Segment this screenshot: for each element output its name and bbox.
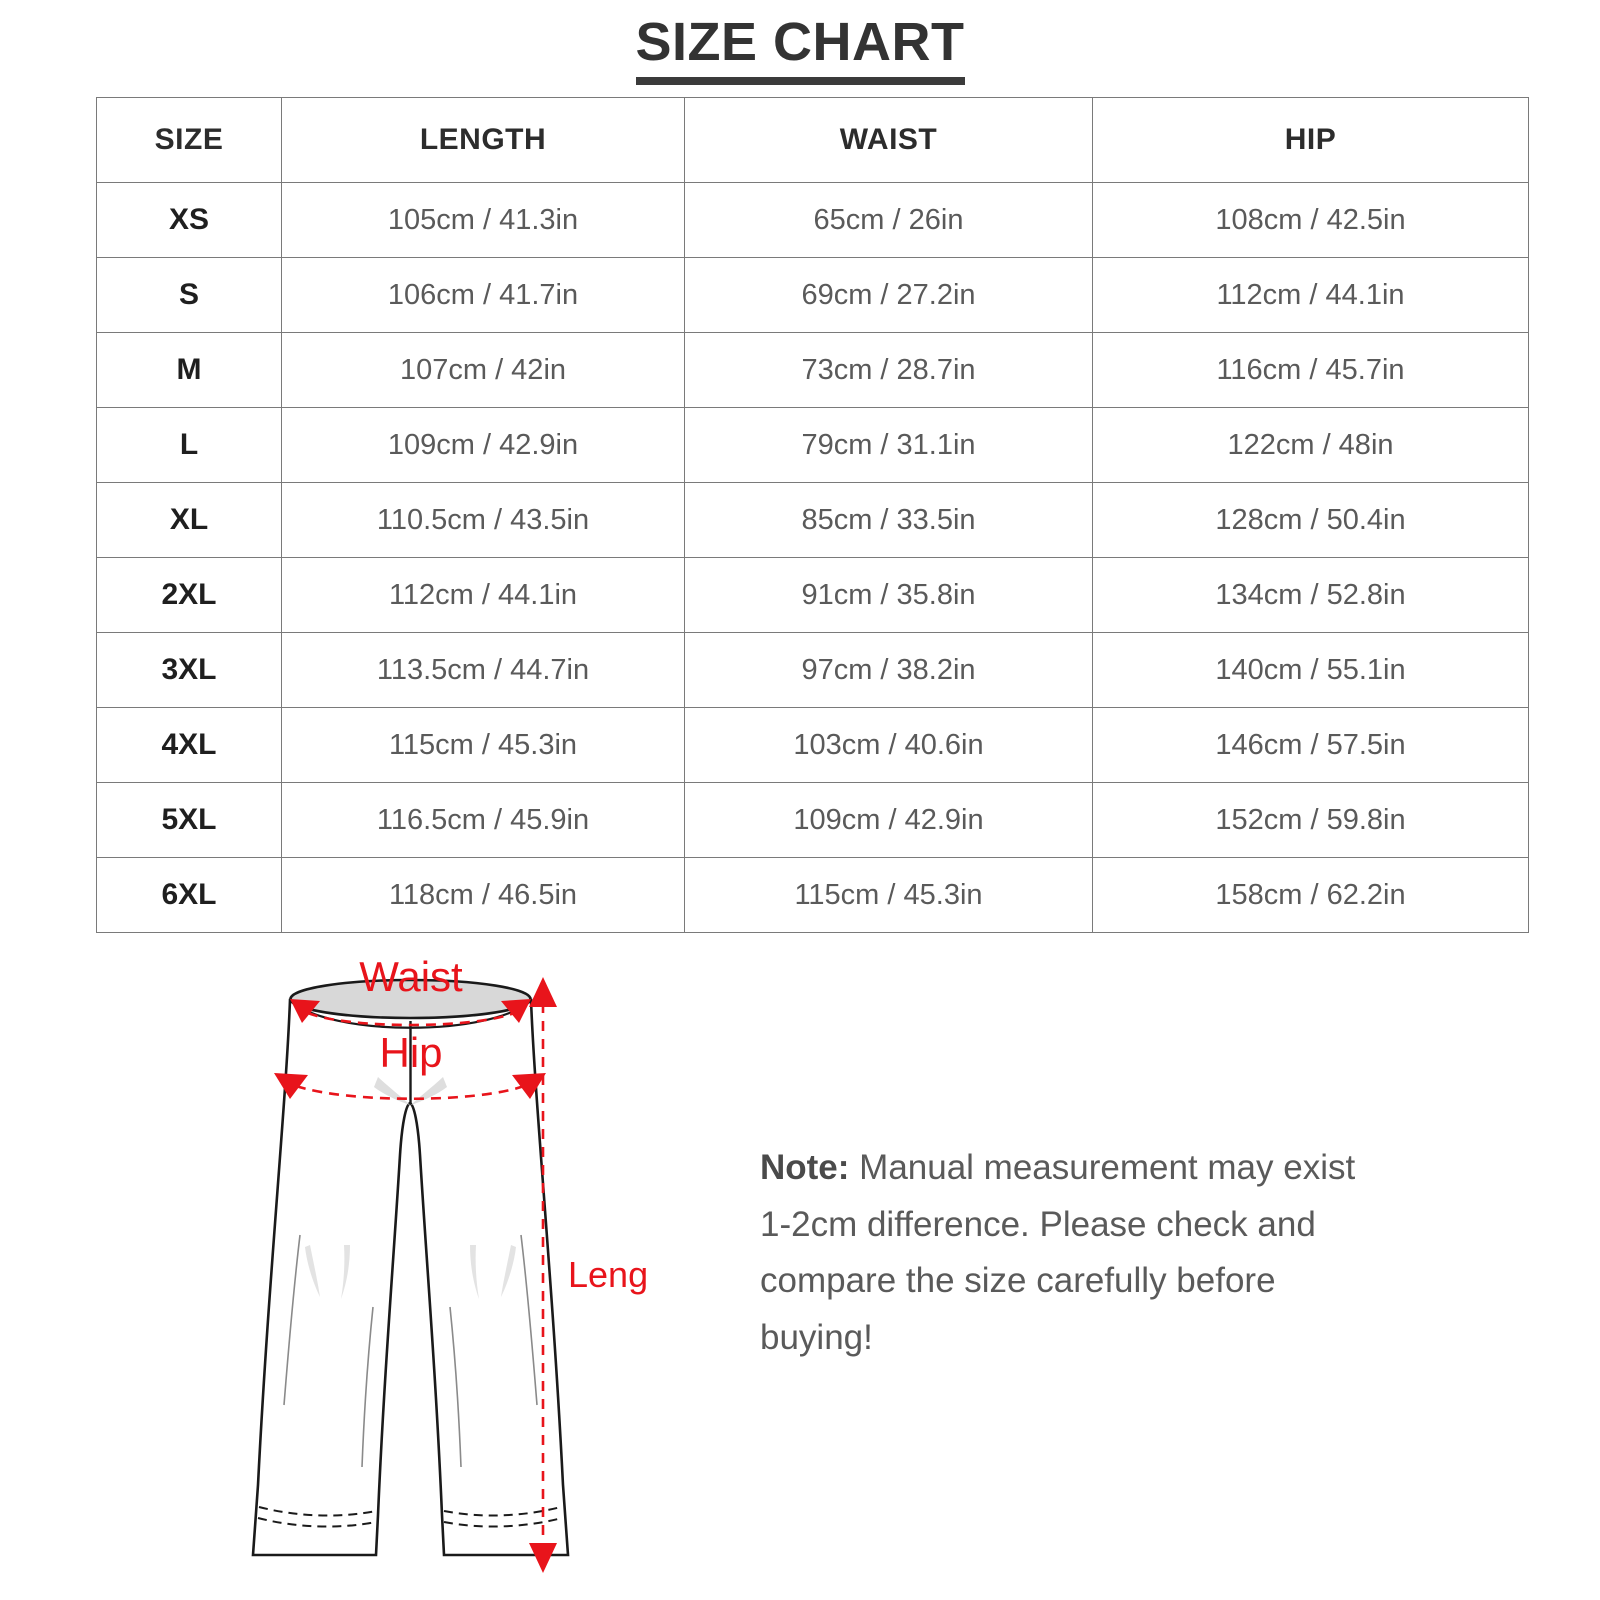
hip-arrow-left xyxy=(274,1073,308,1099)
cell-length: 110.5cm / 43.5in xyxy=(281,482,685,558)
cell-size: XS xyxy=(96,182,282,258)
table-row: XL 110.5cm / 43.5in 85cm / 33.5in 128cm / 5… xyxy=(96,482,1529,558)
cell-length: 113.5cm / 44.7in xyxy=(281,632,685,708)
waist-dashed-line xyxy=(307,1011,515,1027)
hem-stitch-left-1 xyxy=(258,1506,377,1517)
title-block: SIZE CHART xyxy=(0,14,1600,85)
length-measurement-group: Length xyxy=(529,977,648,1573)
waist-arrow-left xyxy=(290,999,320,1023)
table-row: 2XL 112cm / 44.1in 91cm / 35.8in 134cm / 52… xyxy=(96,557,1529,633)
cell-waist: 79cm / 31.1in xyxy=(684,407,1093,483)
note-label: Note: xyxy=(760,1148,850,1187)
hem-stitch-right-1 xyxy=(443,1506,562,1517)
hip-measurement-group: Hip xyxy=(274,1029,546,1101)
cell-hip: 134cm / 52.8in xyxy=(1092,557,1529,633)
cell-waist: 115cm / 45.3in xyxy=(684,857,1093,933)
knee-shade-1 xyxy=(305,1245,320,1297)
knee-shade-3 xyxy=(470,1245,479,1299)
table-row: 6XL 118cm / 46.5in 115cm / 45.3in 158cm / 6… xyxy=(96,857,1529,933)
size-chart-table-body: XS 105cm / 41.3in 65cm / 26in 108cm / 42.5i… xyxy=(96,182,1529,933)
pants-measurement-diagram: Waist Hip Length xyxy=(251,955,648,1573)
size-chart-table-wrapper: SIZE LENGTH WAIST HIP XS 105cm / 41.3in 65… xyxy=(96,97,1529,933)
waistband-ellipse xyxy=(289,978,532,1020)
knee-shade-2 xyxy=(341,1245,350,1299)
cell-hip: 140cm / 55.1in xyxy=(1092,632,1529,708)
cell-waist: 91cm / 35.8in xyxy=(684,557,1093,633)
hem-stitch-right-2 xyxy=(443,1517,563,1528)
table-row: XS 105cm / 41.3in 65cm / 26in 108cm / 42.5i… xyxy=(96,182,1529,258)
table-row: 5XL 116.5cm / 45.9in 109cm / 42.9in 152cm /… xyxy=(96,782,1529,858)
column-header-hip: HIP xyxy=(1092,97,1529,183)
waist-measurement-group: Waist xyxy=(290,955,531,1027)
cell-length: 107cm / 42in xyxy=(281,332,685,408)
figure-area: Waist Hip Length Note: Manual measuremen… xyxy=(0,955,1600,1600)
cell-size: S xyxy=(96,257,282,333)
cell-waist: 73cm / 28.7in xyxy=(684,332,1093,408)
cell-size: L xyxy=(96,407,282,483)
pants-body-path xyxy=(251,998,570,1557)
waist-label: Waist xyxy=(359,955,463,1000)
cell-length: 115cm / 45.3in xyxy=(281,707,685,783)
cell-size: 2XL xyxy=(96,557,282,633)
cell-size: 3XL xyxy=(96,632,282,708)
length-arrow-bottom xyxy=(529,1543,557,1573)
cell-waist: 65cm / 26in xyxy=(684,182,1093,258)
cell-hip: 116cm / 45.7in xyxy=(1092,332,1529,408)
column-header-length: LENGTH xyxy=(281,97,685,183)
hip-label: Hip xyxy=(379,1029,442,1076)
cell-hip: 128cm / 50.4in xyxy=(1092,482,1529,558)
cell-length: 116.5cm / 45.9in xyxy=(281,782,685,858)
waist-arrow-right xyxy=(501,999,531,1023)
cell-size: 4XL xyxy=(96,707,282,783)
cell-waist: 85cm / 33.5in xyxy=(684,482,1093,558)
note-text: Manual measurement may exist 1-2cm diffe… xyxy=(760,1148,1356,1358)
cell-hip: 146cm / 57.5in xyxy=(1092,707,1529,783)
cell-hip: 112cm / 44.1in xyxy=(1092,257,1529,333)
length-arrow-top xyxy=(529,977,557,1007)
table-row: S 106cm / 41.7in 69cm / 27.2in 112cm / 44.1… xyxy=(96,257,1529,333)
fold-line-left-outer xyxy=(283,1234,301,1406)
cell-length: 106cm / 41.7in xyxy=(281,257,685,333)
table-row: 4XL 115cm / 45.3in 103cm / 40.6in 146cm / 5… xyxy=(96,707,1529,783)
cell-size: M xyxy=(96,332,282,408)
cell-size: XL xyxy=(96,482,282,558)
cell-size: 5XL xyxy=(96,782,282,858)
cell-length: 105cm / 41.3in xyxy=(281,182,685,258)
pants-outline-group xyxy=(251,978,570,1557)
cell-size: 6XL xyxy=(96,857,282,933)
hip-dashed-line xyxy=(295,1084,525,1101)
table-row: M 107cm / 42in 73cm / 28.7in 116cm / 45.7in xyxy=(96,332,1529,408)
hem-stitch-left-2 xyxy=(257,1517,377,1528)
hip-arrow-right xyxy=(512,1073,546,1099)
page-title: SIZE CHART xyxy=(635,14,965,85)
table-header-row: SIZE LENGTH WAIST HIP xyxy=(96,97,1529,183)
note-block: Note: Manual measurement may exist 1-2cm… xyxy=(760,1140,1380,1367)
table-row: L 109cm / 42.9in 79cm / 31.1in 122cm / 48in xyxy=(96,407,1529,483)
cell-hip: 158cm / 62.2in xyxy=(1092,857,1529,933)
cell-waist: 97cm / 38.2in xyxy=(684,632,1093,708)
size-chart-table: SIZE LENGTH WAIST HIP XS 105cm / 41.3in 65… xyxy=(96,97,1529,933)
column-header-size: SIZE xyxy=(96,97,282,183)
column-header-waist: WAIST xyxy=(684,97,1093,183)
cell-length: 109cm / 42.9in xyxy=(281,407,685,483)
cell-hip: 108cm / 42.5in xyxy=(1092,182,1529,258)
cell-waist: 103cm / 40.6in xyxy=(684,707,1093,783)
cell-waist: 109cm / 42.9in xyxy=(684,782,1093,858)
fold-line-right-outer xyxy=(520,1234,538,1406)
cell-hip: 152cm / 59.8in xyxy=(1092,782,1529,858)
cell-length: 112cm / 44.1in xyxy=(281,557,685,633)
length-label: Length xyxy=(568,1254,648,1295)
table-row: 3XL 113.5cm / 44.7in 97cm / 38.2in 140cm / … xyxy=(96,632,1529,708)
knee-shade-4 xyxy=(501,1245,516,1297)
cell-hip: 122cm / 48in xyxy=(1092,407,1529,483)
cell-length: 118cm / 46.5in xyxy=(281,857,685,933)
fold-line-left-inner xyxy=(361,1306,374,1468)
cell-waist: 69cm / 27.2in xyxy=(684,257,1093,333)
fold-line-right-inner xyxy=(449,1306,462,1468)
